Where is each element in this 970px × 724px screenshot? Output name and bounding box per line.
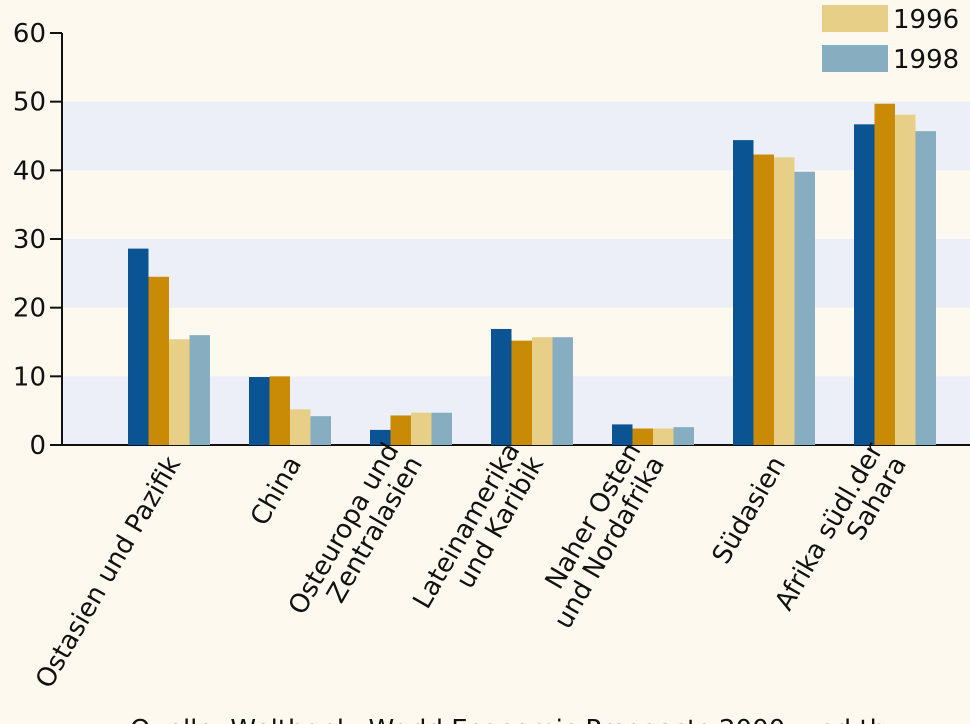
y-tick-label: 60 [13,19,46,49]
bar [875,104,896,445]
bar [512,341,533,445]
y-tick-label: 20 [13,294,46,324]
bar [895,115,916,445]
source-note: Quelle: Weltbank, World Economic Prospec… [130,715,886,724]
bar [249,377,270,445]
bar [169,339,190,445]
bar [190,335,211,445]
bar [290,409,311,445]
legend-swatch [822,5,888,32]
bar [653,429,674,445]
bar [491,329,512,445]
bar [128,249,149,445]
bar [633,429,654,445]
bar [795,172,816,445]
y-tick-label: 50 [13,88,46,118]
legend-swatch [822,45,888,72]
legend-label: 1996 [893,5,959,35]
bar [391,415,412,445]
y-tick-label: 30 [13,225,46,255]
bar [733,140,754,445]
bar [754,155,775,445]
legend-label: 1998 [893,45,959,75]
chart: Quelle: Weltbank, World Economic Prospec… [0,0,970,724]
y-tick-label: 0 [29,431,46,461]
bar [432,413,453,445]
band [62,239,970,308]
bar [774,157,795,445]
bar [674,427,695,445]
bar [532,337,553,445]
bar [149,277,170,445]
bar [270,376,291,445]
bar [411,413,432,445]
y-tick-label: 40 [13,156,46,186]
y-tick-label: 10 [13,362,46,392]
bar [916,131,937,445]
bar [311,416,332,445]
band [62,102,970,171]
bar [553,337,574,445]
bar [854,124,875,445]
